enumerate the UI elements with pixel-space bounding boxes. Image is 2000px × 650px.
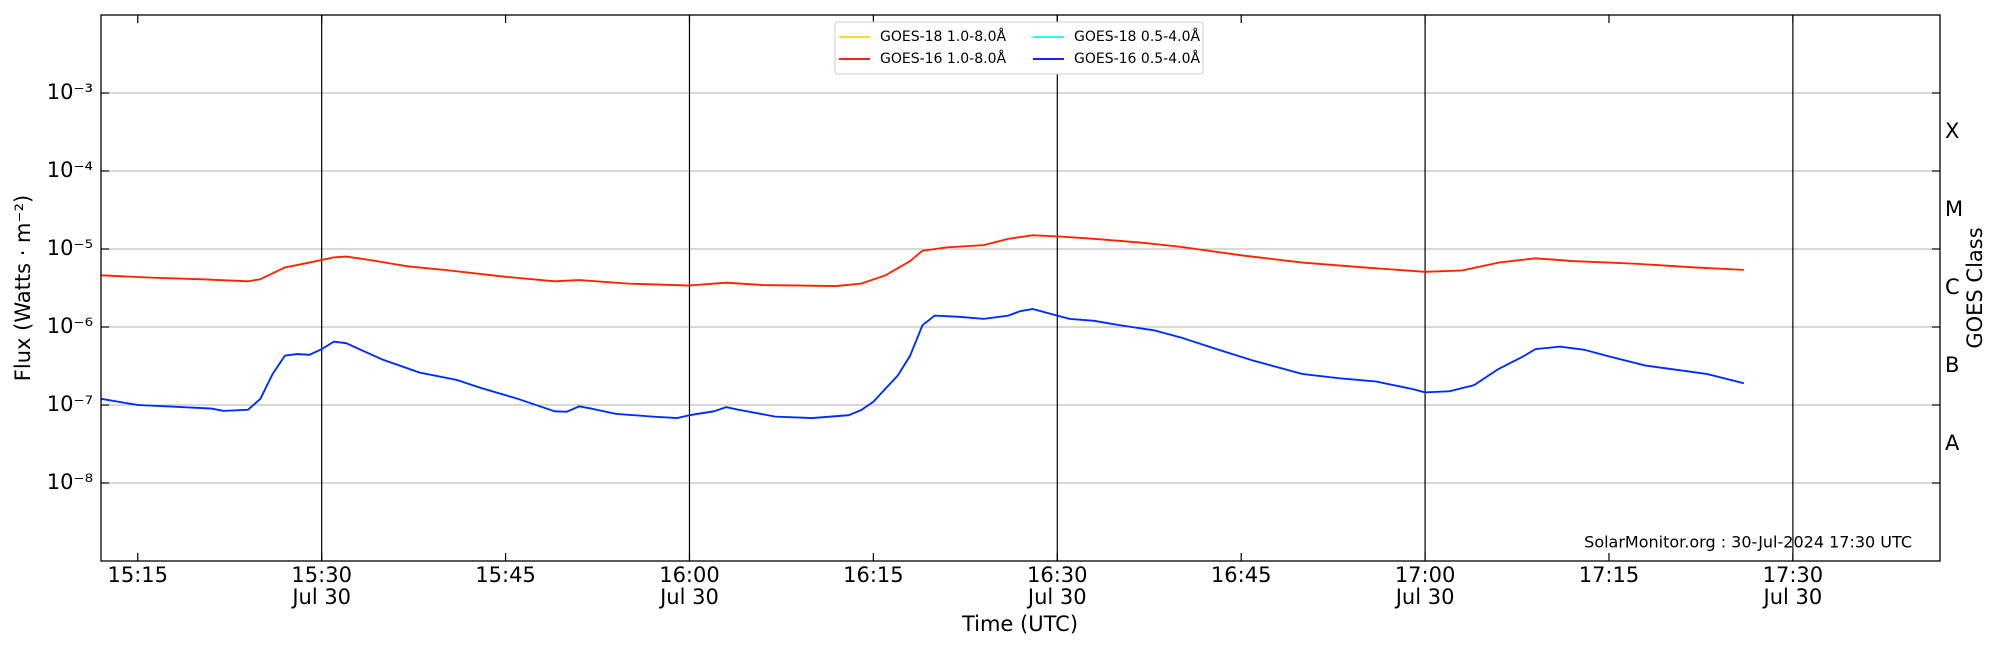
y-tick-label: 10⁻⁵	[47, 236, 93, 260]
x-tick-date: Jul 30	[1026, 585, 1087, 609]
x-tick-label: 17:30	[1763, 563, 1824, 587]
legend-label: GOES-18 0.5-4.0Å	[1074, 28, 1200, 45]
x-tick-label: 16:00	[659, 563, 720, 587]
x-tick-date: Jul 30	[1394, 585, 1455, 609]
x-tick-label: 16:45	[1211, 563, 1272, 587]
y2-tick-label: C	[1945, 275, 1960, 299]
y2-tick-label: B	[1945, 353, 1959, 377]
y-tick-label: 10⁻⁸	[47, 470, 93, 494]
x-tick-label: 17:15	[1579, 563, 1640, 587]
x-tick-label: 16:30	[1027, 563, 1088, 587]
x-tick-date: Jul 30	[1762, 585, 1823, 609]
y-tick-label: 10⁻⁶	[47, 314, 93, 338]
y2-tick-label: M	[1945, 197, 1963, 221]
x-tick-label: 16:15	[843, 563, 904, 587]
legend-label: GOES-16 0.5-4.0Å	[1074, 50, 1200, 67]
y2-axis-label: GOES Class	[1963, 227, 1987, 348]
x-tick-label: 15:30	[291, 563, 352, 587]
annotation: SolarMonitor.org : 30-Jul-2024 17:30 UTC	[1584, 533, 1912, 552]
legend-label: GOES-16 1.0-8.0Å	[880, 50, 1006, 67]
plot-frame	[100, 14, 1941, 562]
y2-tick-label: X	[1945, 119, 1959, 143]
series-line	[101, 234, 1744, 287]
x-tick-date: Jul 30	[658, 585, 719, 609]
series-line	[101, 308, 1745, 419]
x-tick-label: 15:45	[475, 563, 536, 587]
y2-tick-label: A	[1945, 431, 1960, 455]
y-tick-label: 10⁻⁷	[47, 392, 93, 416]
y-axis-label: Flux (Watts · m⁻²)	[11, 195, 35, 381]
x-tick-label: 17:00	[1395, 563, 1456, 587]
y-tick-label: 10⁻³	[47, 80, 93, 104]
x-tick-date: Jul 30	[290, 585, 351, 609]
legend-label: GOES-18 1.0-8.0Å	[880, 28, 1006, 45]
legend-box	[834, 21, 1204, 75]
x-tick-label: 15:15	[108, 563, 169, 587]
x-axis-label: Time (UTC)	[961, 612, 1078, 636]
y-tick-label: 10⁻⁴	[47, 158, 93, 182]
